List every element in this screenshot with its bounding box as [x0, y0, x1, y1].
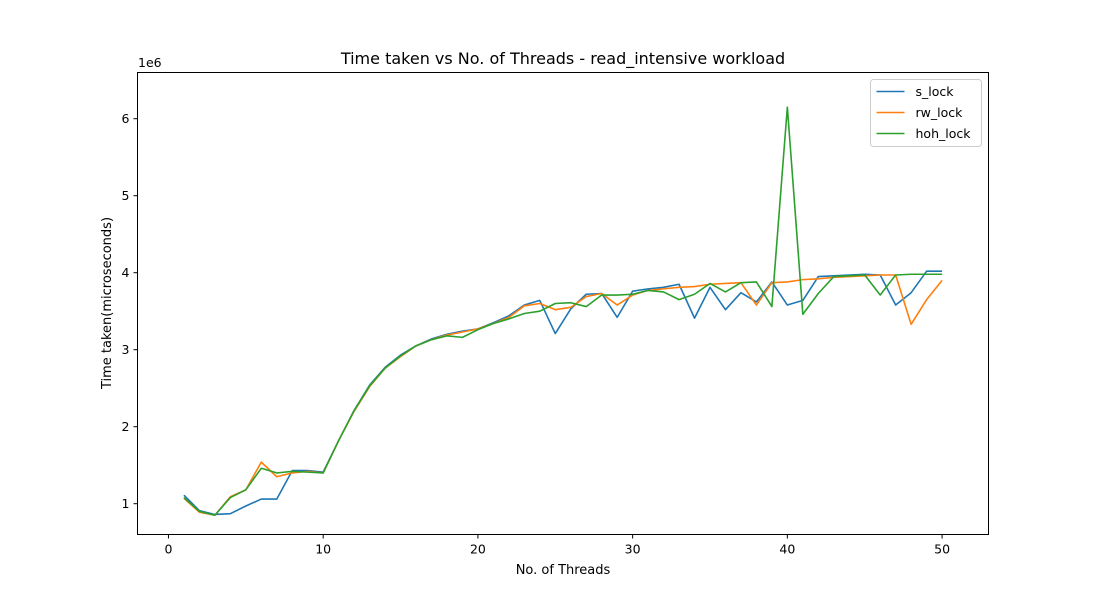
series-layer: [183, 106, 943, 517]
x-axis-label: No. of Threads: [516, 563, 611, 578]
y-axis-offset-label: 1e6: [138, 55, 162, 70]
y-tick-label: 3: [122, 342, 130, 357]
x-tick-label: 50: [934, 542, 950, 557]
plot-frame: [137, 72, 989, 535]
y-tick-label: 2: [122, 419, 130, 434]
x-tick-label: 30: [625, 542, 641, 557]
legend-label: hoh_lock: [916, 126, 972, 141]
legend-box: [870, 79, 982, 147]
y-tick-label: 4: [122, 265, 130, 280]
series-line-s-lock: [183, 270, 943, 516]
x-tick-label: 0: [164, 542, 172, 557]
series-line-rw-lock: [183, 274, 943, 517]
legend: s_lock rw_lock hoh_lock: [870, 79, 982, 147]
y-tick-label: 6: [122, 111, 130, 126]
series-line-hoh-lock: [183, 106, 943, 517]
legend-label: rw_lock: [916, 105, 964, 120]
x-tick-label: 10: [315, 542, 331, 557]
y-tick-label: 1: [122, 496, 130, 511]
x-tick-label: 20: [470, 542, 486, 557]
y-axis-label: Time taken(microseconds): [100, 217, 115, 390]
x-tick-label: 40: [779, 542, 795, 557]
chart-title: Time taken vs No. of Threads - read_inte…: [340, 49, 785, 69]
y-tick-label: 5: [122, 188, 130, 203]
axis-ticks: 0 10 20 30 40 50 1 2 3 4 5 6: [122, 111, 951, 556]
legend-label: s_lock: [916, 84, 955, 99]
